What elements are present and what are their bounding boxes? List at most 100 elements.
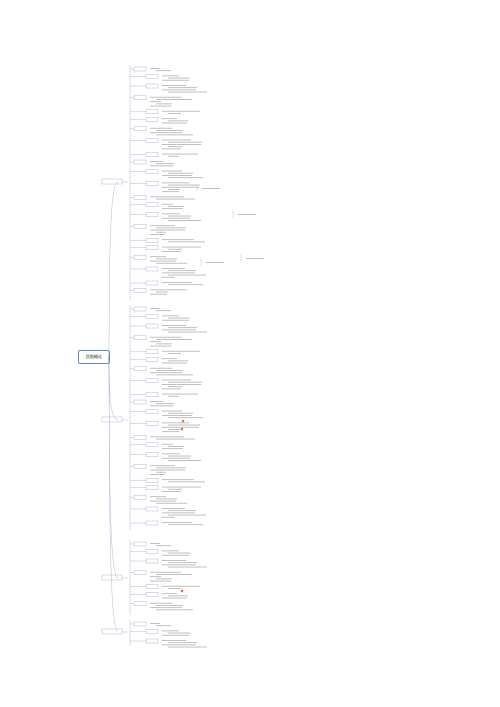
leaf-text-1-18-0 — [150, 496, 166, 498]
sub-node-0-7[interactable] — [145, 138, 159, 143]
sub-node-3-0[interactable] — [133, 621, 147, 627]
leaf-text-3-2-2 — [162, 644, 196, 646]
sub-node-1-6[interactable] — [133, 366, 147, 371]
sub-node-1-1[interactable] — [145, 314, 159, 319]
leaf-text-1-5-2 — [162, 362, 187, 364]
branch-node-2[interactable] — [101, 574, 123, 581]
sub-node-1-4[interactable] — [145, 349, 159, 354]
sub-node-2-5[interactable] — [145, 592, 159, 597]
sub-node-1-11[interactable] — [145, 421, 159, 426]
sub-node-1-12[interactable] — [133, 435, 147, 440]
leaf-text-1-5-0 — [162, 358, 177, 360]
sub-node-1-19[interactable] — [145, 506, 159, 512]
sub-node-3-2[interactable] — [145, 638, 159, 644]
leaf-text-0-4-1 — [168, 113, 181, 114]
sub-node-0-10[interactable] — [145, 169, 159, 174]
annotation-text-2 — [206, 262, 224, 263]
leaf-text-0-20-1 — [168, 284, 203, 286]
leaf-text-3-1-0 — [162, 630, 179, 632]
leaf-text-0-14-3 — [168, 220, 201, 221]
sub-node-2-2[interactable] — [145, 558, 159, 564]
sub-node-2-6[interactable] — [133, 601, 147, 606]
annotation-text-0 — [202, 188, 220, 189]
leaf-text-3-2-0 — [162, 640, 186, 641]
leaf-text-1-15-3 — [156, 471, 166, 473]
leaf-text-0-9-2 — [150, 165, 173, 167]
leaf-text-0-11-1 — [168, 184, 200, 186]
sub-node-2-0[interactable] — [133, 541, 147, 547]
sub-node-2-4[interactable] — [145, 584, 159, 589]
leaf-text-1-3-0 — [150, 336, 181, 338]
sub-node-0-0[interactable] — [133, 66, 147, 72]
sub-node-2-3[interactable] — [133, 570, 147, 575]
sub-node-0-6[interactable] — [133, 126, 147, 132]
sub-node-0-16[interactable] — [145, 237, 159, 243]
branch-node-0[interactable] — [101, 178, 123, 185]
leaf-text-1-3-3 — [156, 343, 172, 345]
sub-node-1-10[interactable] — [145, 409, 159, 414]
sub-node-0-3[interactable] — [133, 95, 147, 101]
sub-node-0-17[interactable] — [145, 245, 159, 250]
leaf-text-0-14-1 — [168, 215, 191, 217]
leaf-text-0-17-0 — [162, 246, 201, 248]
sub-node-0-21[interactable] — [133, 288, 147, 293]
leaf-text-0-19-4 — [162, 276, 175, 278]
sub-node-0-4[interactable] — [145, 109, 159, 115]
leaf-text-0-15-2 — [150, 229, 185, 231]
sub-node-0-8[interactable] — [145, 152, 159, 157]
root-label: 民航概论 — [86, 354, 102, 359]
sub-node-1-7[interactable] — [145, 378, 159, 383]
sub-node-2-1[interactable] — [145, 549, 159, 554]
leaf-text-2-3-0 — [150, 571, 181, 573]
sub-node-0-15[interactable] — [133, 223, 147, 229]
sub-node-1-18[interactable] — [133, 495, 147, 500]
sub-node-1-0[interactable] — [133, 306, 147, 312]
sub-node-1-13[interactable] — [145, 442, 159, 447]
sub-node-0-12[interactable] — [133, 195, 147, 200]
sub-node-1-17[interactable] — [145, 485, 159, 490]
leaf-text-1-6-0 — [150, 367, 172, 369]
branch-node-3[interactable] — [101, 628, 123, 635]
leaf-text-0-15-4 — [150, 234, 165, 235]
sub-node-0-1[interactable] — [145, 74, 159, 79]
sub-node-0-2[interactable] — [145, 83, 159, 89]
leaf-text-1-16-0 — [162, 479, 194, 481]
sub-node-1-15[interactable] — [133, 464, 147, 469]
leaf-text-2-1-2 — [162, 554, 189, 556]
root-node[interactable]: 民航概论 — [78, 350, 110, 364]
leaf-text-2-2-3 — [168, 566, 207, 568]
leaf-text-0-14-0 — [162, 213, 180, 215]
leaf-text-1-6-3 — [156, 374, 193, 376]
sub-node-0-9[interactable] — [133, 159, 147, 165]
leaf-text-0-6-1 — [156, 130, 183, 131]
sub-node-3-1[interactable] — [145, 629, 159, 634]
sub-node-1-14[interactable] — [145, 452, 159, 457]
leaf-text-1-7-2 — [162, 384, 201, 385]
leaf-text-0-2-1 — [168, 87, 197, 89]
leaf-text-1-9-0 — [150, 401, 163, 402]
leaf-text-0-9-0 — [150, 161, 163, 162]
sub-node-1-8[interactable] — [145, 392, 159, 397]
sub-node-1-5[interactable] — [145, 357, 159, 362]
sub-node-0-20[interactable] — [145, 280, 159, 286]
sub-node-1-3[interactable] — [133, 335, 147, 340]
sub-node-1-20[interactable] — [145, 520, 159, 526]
leaf-text-1-0-1 — [156, 310, 171, 312]
sub-node-0-18[interactable] — [133, 254, 147, 260]
leaf-text-0-3-4 — [150, 105, 171, 107]
sub-node-0-14[interactable] — [145, 212, 159, 217]
leaf-text-2-5-0 — [162, 593, 177, 595]
leaf-text-0-6-2 — [150, 132, 182, 134]
sub-node-1-2[interactable] — [145, 323, 159, 329]
sub-node-0-19[interactable] — [145, 266, 159, 272]
sub-node-0-11[interactable] — [145, 181, 159, 186]
leaf-text-1-8-0 — [162, 393, 198, 395]
leaf-text-2-3-1 — [156, 574, 192, 575]
leaf-text-1-9-2 — [150, 405, 173, 407]
sub-node-0-5[interactable] — [145, 116, 159, 122]
sub-node-1-9[interactable] — [133, 399, 147, 405]
branch-node-1[interactable] — [101, 416, 123, 423]
sub-node-0-13[interactable] — [145, 202, 159, 208]
sub-node-1-16[interactable] — [145, 478, 159, 483]
